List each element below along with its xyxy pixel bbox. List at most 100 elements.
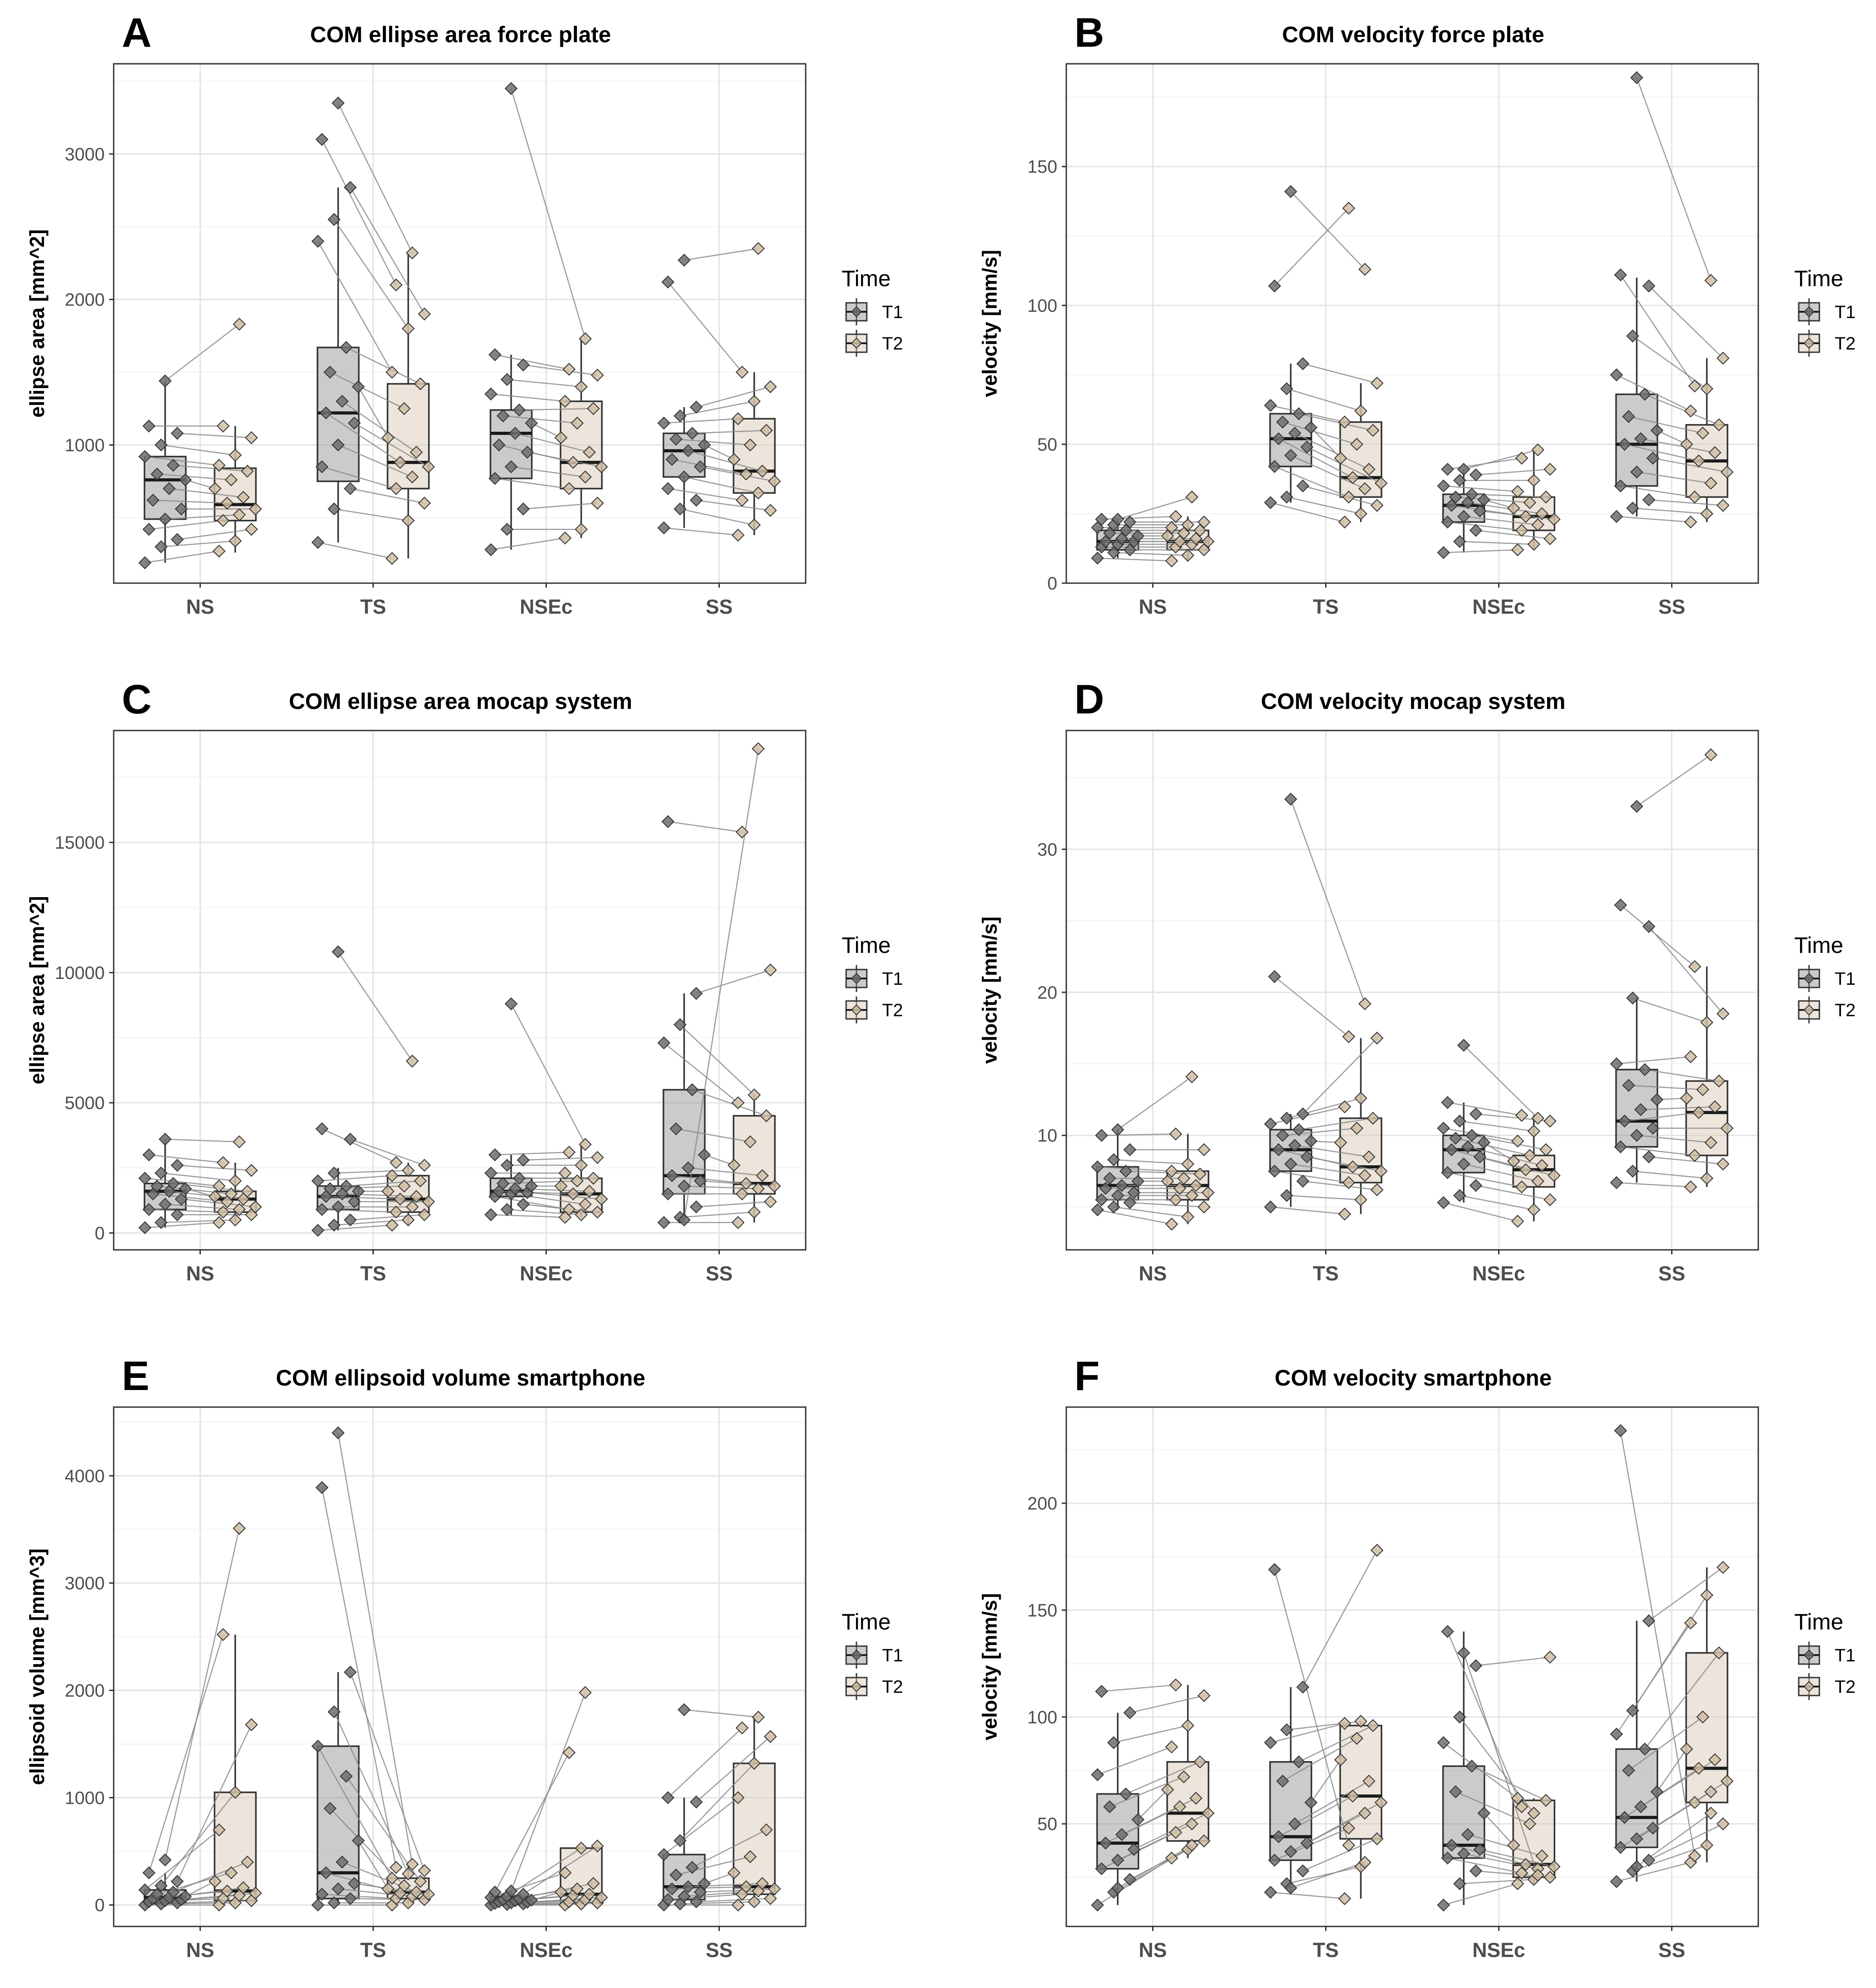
data-point-T1 (319, 406, 333, 420)
data-point-T1 (1123, 515, 1136, 529)
data-point-T2 (418, 1208, 431, 1222)
data-point-T1 (1099, 535, 1112, 548)
data-point-T1 (1300, 1150, 1313, 1164)
data-point-T2 (559, 1166, 572, 1180)
data-point-T2 (1535, 1849, 1548, 1863)
x-tick-label: NS (186, 1262, 214, 1285)
legend-key-point (851, 337, 862, 349)
data-point-T2 (571, 1174, 584, 1187)
pair-line (491, 393, 565, 402)
data-point-T1 (661, 1791, 674, 1804)
data-point-T1 (1123, 1706, 1136, 1719)
x-tick-label: TS (360, 1262, 386, 1285)
data-point-T1 (484, 387, 497, 401)
data-point-T1 (1614, 1140, 1627, 1154)
pair-line (1649, 499, 1723, 506)
data-point-T2 (567, 1187, 580, 1200)
data-point-T2 (229, 1213, 242, 1226)
pair-line (350, 1672, 425, 1871)
data-point-T2 (1543, 1871, 1557, 1884)
y-axis-label: velocity [mm/s] (978, 917, 1001, 1064)
data-point-T1 (1284, 449, 1297, 462)
pair-line (663, 1042, 739, 1103)
y-tick-label: 0 (95, 1895, 105, 1915)
pair-line (1109, 1776, 1184, 1807)
pair-line (672, 1175, 746, 1184)
data-point-T1 (1284, 1881, 1297, 1895)
data-point-T1 (1292, 1123, 1305, 1136)
pair-line (185, 1881, 216, 1897)
data-point-T2 (1548, 1169, 1561, 1182)
data-point-T1 (1473, 1150, 1486, 1164)
data-point-T2 (559, 394, 572, 408)
data-point-T1 (340, 1770, 353, 1783)
pair-line (1628, 1085, 1703, 1090)
data-point-T1 (1449, 490, 1462, 504)
data-point-T1 (1276, 416, 1289, 429)
pair-line (334, 1170, 408, 1174)
x-tick-label: NS (186, 1939, 214, 1961)
pair-line (1130, 1695, 1204, 1713)
data-point-T2 (744, 1135, 757, 1148)
pair-line (1302, 1550, 1378, 1687)
data-point-T2 (1342, 490, 1355, 504)
data-point-T1 (1095, 1129, 1108, 1142)
data-point-T2 (732, 1898, 745, 1912)
data-point-T2 (233, 318, 246, 331)
data-point-T1 (674, 409, 687, 423)
data-point-T1 (1119, 524, 1132, 537)
data-point-T1 (1284, 1157, 1297, 1171)
legend-label-T2: T2 (882, 1001, 903, 1020)
pair-line (1303, 1180, 1377, 1191)
data-point-T1 (332, 945, 345, 958)
data-point-T1 (505, 460, 518, 474)
data-point-T2 (237, 491, 250, 504)
data-point-T1 (1107, 1200, 1120, 1213)
data-point-T2 (1535, 1159, 1548, 1172)
data-point-T1 (1264, 496, 1277, 509)
pair-line (1274, 976, 1349, 1037)
data-point-T1 (1091, 1899, 1104, 1912)
data-point-T2 (402, 1164, 415, 1177)
data-point-T1 (661, 1893, 674, 1906)
data-point-T2 (1362, 463, 1375, 476)
data-point-T2 (591, 1205, 604, 1219)
data-point-T2 (1688, 379, 1701, 393)
data-point-T2 (752, 1182, 765, 1195)
chart-title: COM ellipse area force plate (310, 22, 611, 47)
data-point-T1 (328, 1166, 341, 1180)
pair-line (1471, 1766, 1547, 1801)
data-point-T2 (1716, 1561, 1730, 1574)
data-point-T2 (1169, 1193, 1182, 1206)
pair-line (491, 1872, 565, 1898)
data-point-T1 (694, 1174, 707, 1187)
pair-line (1464, 449, 1538, 470)
data-point-T1 (1292, 407, 1305, 421)
data-point-T1 (352, 1185, 365, 1198)
data-point-T2 (1350, 1731, 1363, 1745)
pair-line (1463, 1652, 1539, 1876)
data-point-T2 (1515, 524, 1528, 537)
data-point-T1 (1449, 1785, 1462, 1798)
data-point-T1 (1296, 1864, 1309, 1877)
data-point-T2 (1684, 1180, 1697, 1194)
data-point-T1 (138, 450, 151, 463)
plot-area (1065, 63, 1759, 584)
data-point-T1 (1465, 487, 1478, 501)
data-point-T1 (1300, 1837, 1313, 1850)
data-point-T2 (213, 459, 226, 472)
data-point-T2 (736, 1187, 749, 1200)
data-point-T2 (1688, 490, 1701, 504)
data-point-T2 (418, 307, 431, 321)
data-point-T1 (1650, 1093, 1663, 1107)
y-tick-label: 30 (1038, 840, 1058, 859)
legend-label-T1: T1 (1835, 302, 1856, 322)
data-point-T2 (398, 402, 411, 415)
pair-line (338, 444, 412, 478)
data-point-T2 (1169, 1127, 1182, 1141)
pair-line (1636, 77, 1712, 281)
data-point-T1 (1115, 1179, 1128, 1192)
data-point-T2 (225, 473, 238, 487)
data-point-T2 (402, 514, 415, 527)
pair-line (1645, 1069, 1719, 1082)
